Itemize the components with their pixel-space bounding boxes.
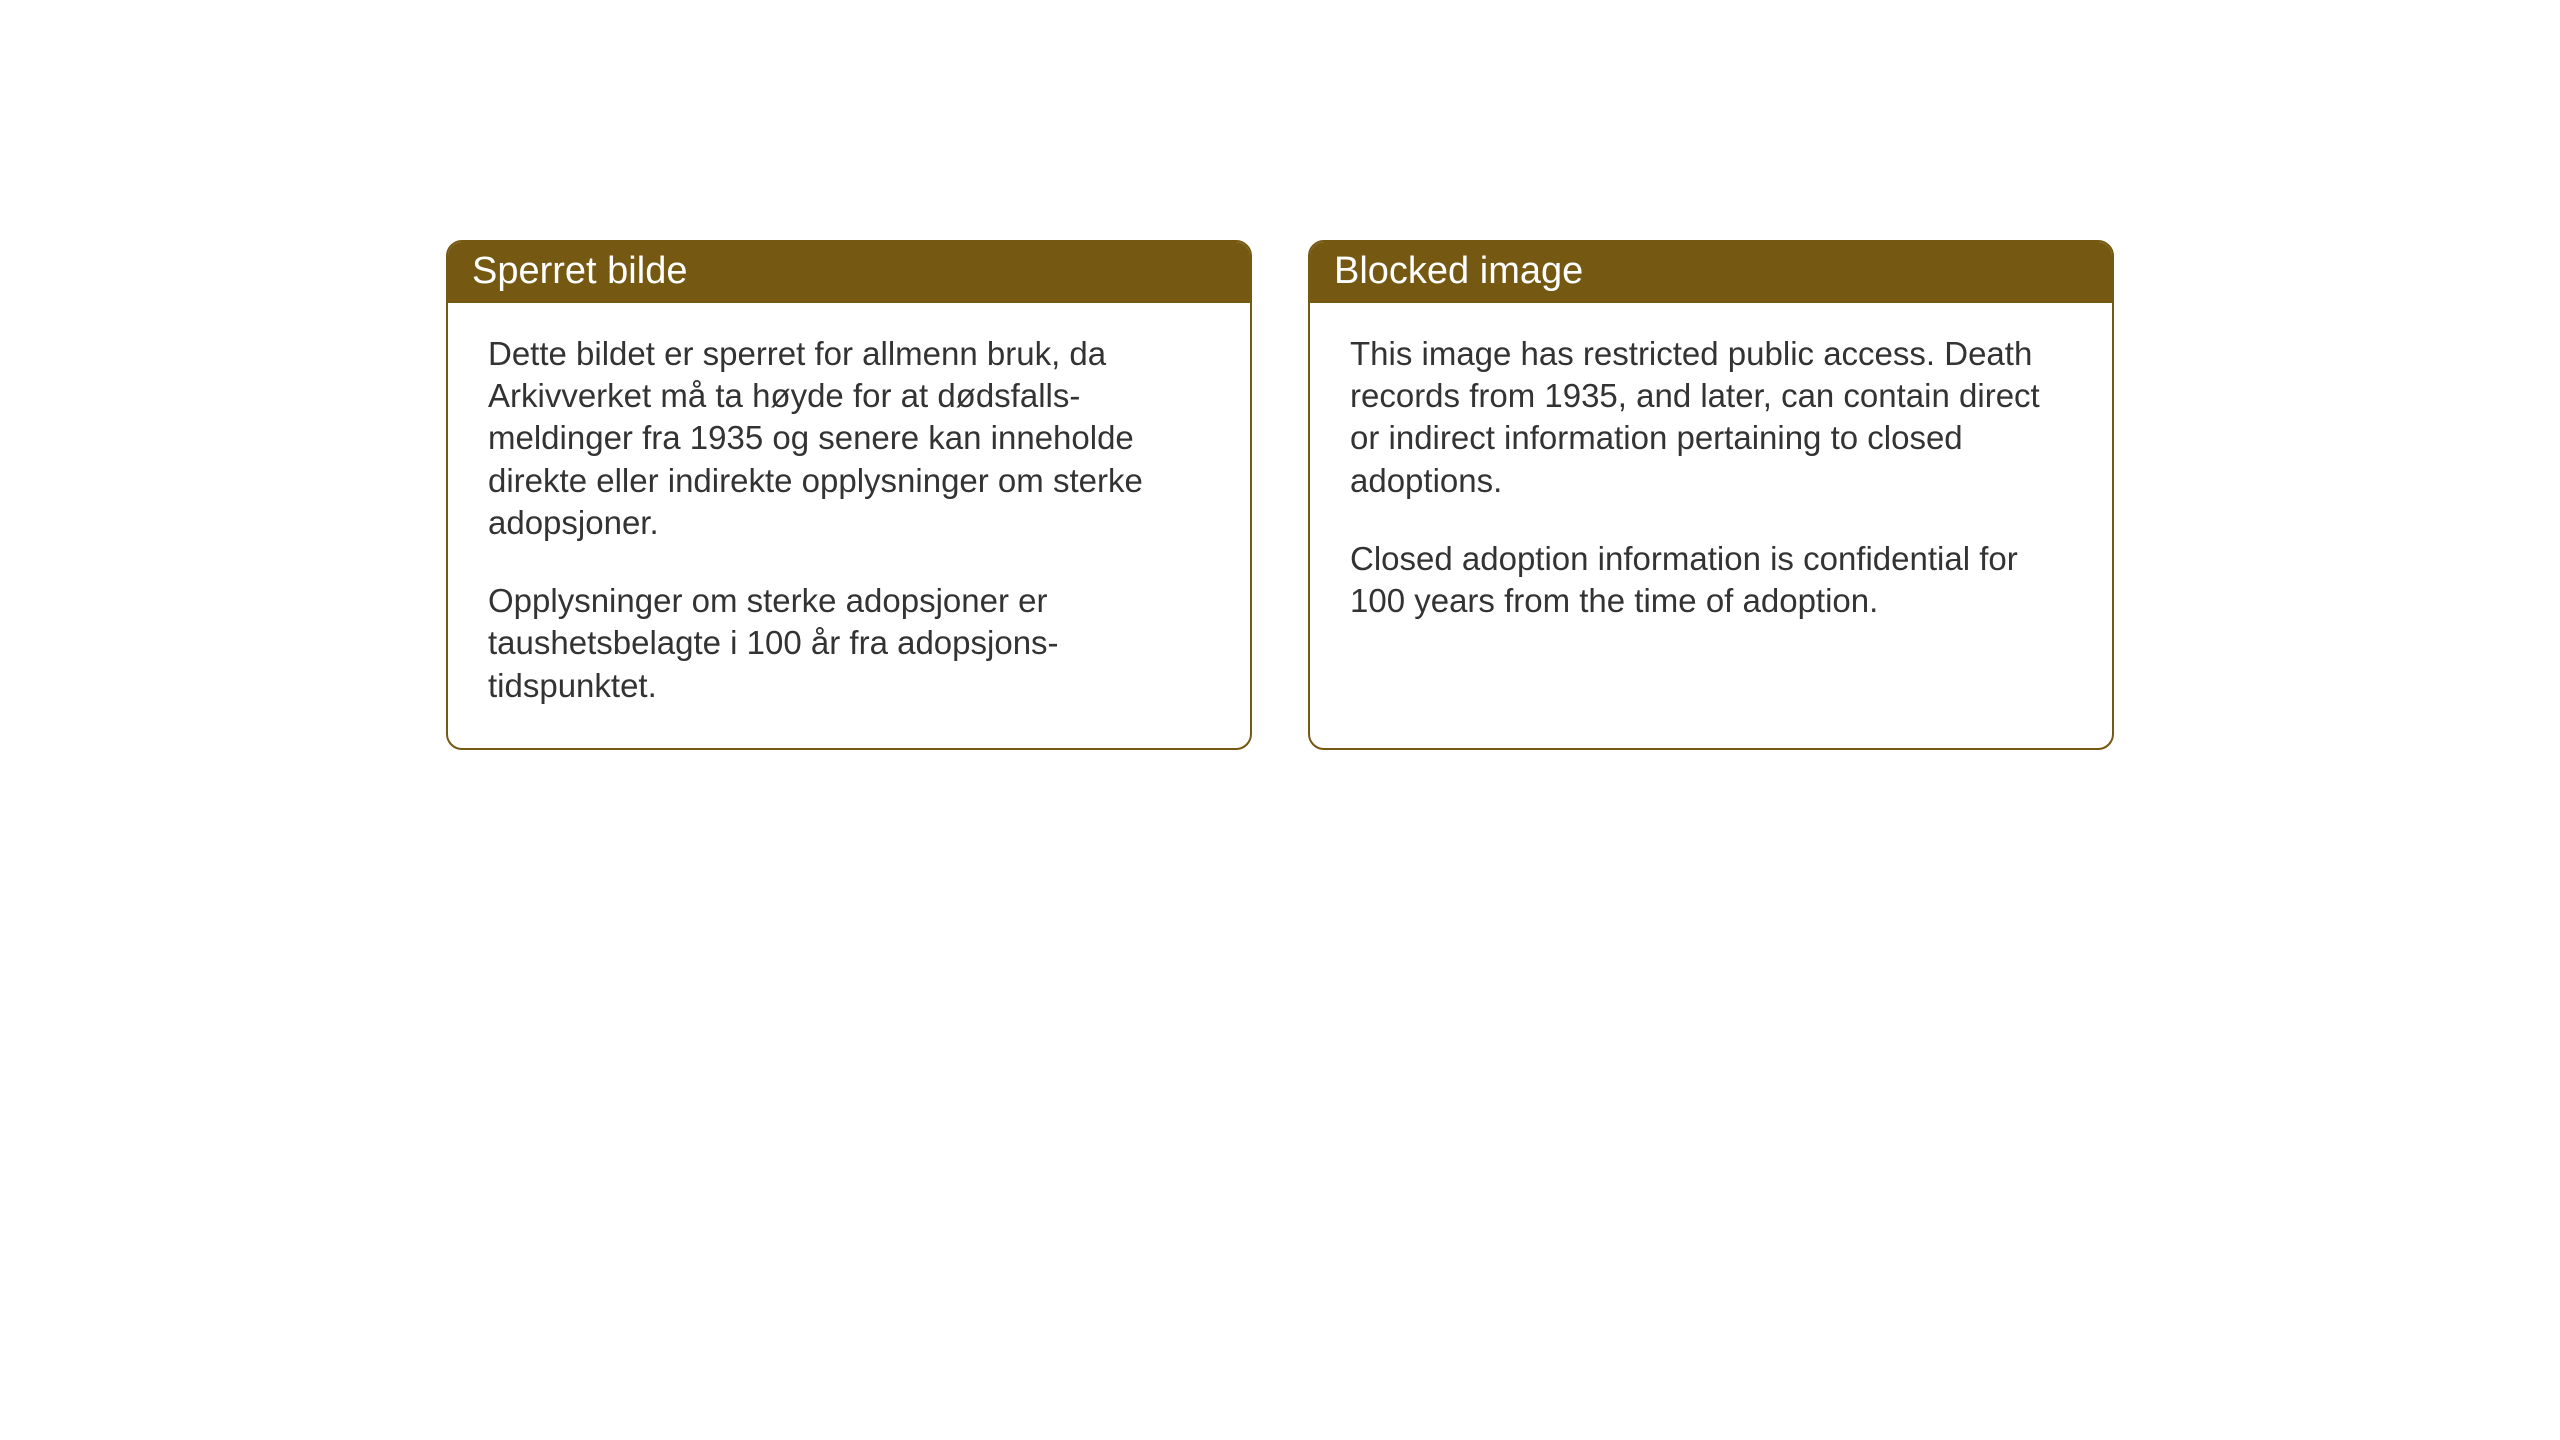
card-header-norwegian: Sperret bilde: [448, 242, 1250, 303]
notice-card-norwegian: Sperret bilde Dette bildet er sperret fo…: [446, 240, 1252, 750]
notice-card-english: Blocked image This image has restricted …: [1308, 240, 2114, 750]
card-paragraph-1-english: This image has restricted public access.…: [1350, 333, 2072, 502]
card-paragraph-1-norwegian: Dette bildet er sperret for allmenn bruk…: [488, 333, 1210, 544]
card-paragraph-2-english: Closed adoption information is confident…: [1350, 538, 2072, 622]
card-header-english: Blocked image: [1310, 242, 2112, 303]
notice-cards-container: Sperret bilde Dette bildet er sperret fo…: [446, 240, 2114, 750]
card-body-english: This image has restricted public access.…: [1310, 303, 2112, 652]
card-body-norwegian: Dette bildet er sperret for allmenn bruk…: [448, 303, 1250, 737]
card-paragraph-2-norwegian: Opplysninger om sterke adopsjoner er tau…: [488, 580, 1210, 707]
